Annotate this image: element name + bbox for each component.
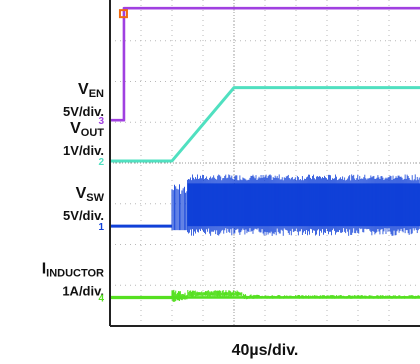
channel-marker-inductor: 4 xyxy=(98,293,104,304)
channel-label-main: V xyxy=(76,185,87,202)
series-ven-trace xyxy=(110,6,420,122)
channel-label-subscript: EN xyxy=(89,88,104,100)
channel-marker-en: 3 xyxy=(98,116,104,127)
channel-label-out: VOUT xyxy=(70,120,104,139)
traces xyxy=(110,6,420,302)
channel-label-subscript: OUT xyxy=(81,127,105,139)
channel-scale-inductor: 1A/div. xyxy=(62,283,104,298)
channel-label-en: VEN xyxy=(78,81,104,100)
channel-scale-sw: 5V/div. xyxy=(63,208,104,223)
channel-label-main: V xyxy=(78,81,89,98)
channel-markers: 3 2 1 4 xyxy=(98,9,128,304)
channel-label-subscript: INDUCTOR xyxy=(46,267,104,279)
channel-marker-out: 2 xyxy=(98,157,104,168)
trigger-marker xyxy=(118,9,128,19)
channel-label-main: V xyxy=(70,120,81,137)
series-vout-trace xyxy=(110,86,420,163)
channel-label-main: I xyxy=(42,260,46,277)
series-vsw-trace xyxy=(110,174,420,236)
channel-marker-sw: 1 xyxy=(98,222,104,233)
channel-scale-en: 5V/div. xyxy=(63,104,104,119)
x-axis-label: 40µs/div. xyxy=(232,342,299,359)
channel-label-subscript: SW xyxy=(86,192,104,204)
channel-labels: VEN5V/div.VOUT1V/div.VSW5V/div.IINDUCTOR… xyxy=(42,81,105,298)
channel-scale-out: 1V/div. xyxy=(63,143,104,158)
channel-label-sw: VSW xyxy=(76,185,105,204)
channel-label-inductor: IINDUCTOR xyxy=(42,260,104,279)
series-iinductor-trace xyxy=(110,289,420,302)
